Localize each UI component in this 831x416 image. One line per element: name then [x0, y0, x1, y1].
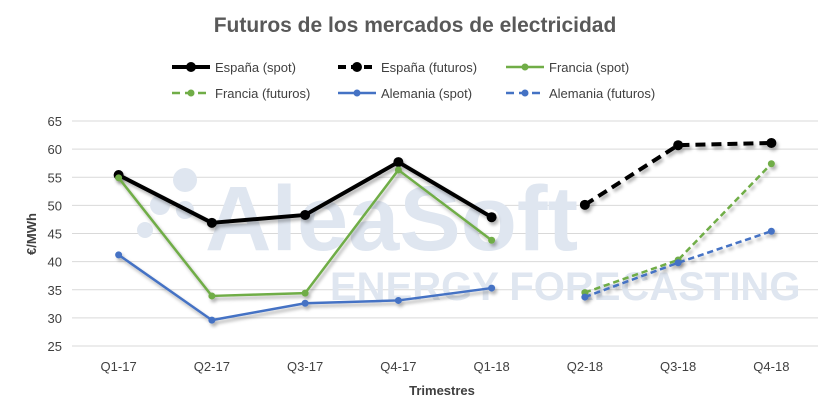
data-point	[766, 137, 777, 148]
x-axis-ticks: Q1-17 Q2-17 Q3-17 Q4-17 Q1-18 Q2-18 Q3-18 Q4-18	[101, 359, 790, 374]
gridlines	[72, 120, 818, 347]
legend-item: España (spot)	[172, 60, 296, 75]
legend-item: Francia (spot)	[506, 60, 629, 75]
data-point	[394, 296, 402, 304]
data-point	[208, 292, 216, 300]
legend-item: Francia (futuros)	[172, 86, 310, 101]
y-tick-label: 40	[48, 255, 62, 270]
chart-title: Futuros de los mercados de electricidad	[214, 14, 617, 37]
data-point	[581, 293, 589, 301]
data-point	[300, 209, 311, 220]
data-point	[767, 160, 775, 168]
x-tick-label: Q3-18	[660, 359, 696, 374]
data-point	[206, 217, 217, 228]
legend-label: Alemania (futuros)	[549, 86, 655, 101]
legend-marker	[186, 62, 196, 72]
y-tick-label: 60	[48, 142, 62, 157]
data-point	[301, 289, 309, 297]
data-point	[115, 251, 123, 259]
data-point	[301, 299, 309, 307]
series-españa-futuros-	[579, 137, 777, 210]
y-tick-label: 65	[48, 114, 62, 129]
legend-marker	[521, 63, 529, 71]
legend-item: España (futuros)	[338, 60, 477, 75]
legend-marker	[187, 89, 195, 97]
legend-marker	[353, 89, 361, 97]
x-tick-label: Q4-18	[753, 359, 789, 374]
legend-label: España (spot)	[215, 60, 296, 75]
x-tick-label: Q4-17	[380, 359, 416, 374]
legend-label: Francia (futuros)	[215, 86, 310, 101]
data-point	[674, 259, 682, 267]
legend-label: Alemania (spot)	[381, 86, 472, 101]
legend-label: Francia (spot)	[549, 60, 629, 75]
x-tick-label: Q1-17	[101, 359, 137, 374]
y-tick-label: 55	[48, 170, 62, 185]
data-point	[394, 166, 402, 174]
legend-marker	[352, 62, 362, 72]
series-francia-spot-	[115, 166, 496, 300]
y-tick-label: 25	[48, 339, 62, 354]
series-group	[113, 137, 777, 324]
y-axis-ticks: 25 30 35 40 45 50 55 60 65	[48, 114, 62, 354]
y-tick-label: 35	[48, 283, 62, 298]
series-españa-spot-	[113, 157, 497, 228]
data-point	[486, 212, 497, 223]
y-tick-label: 50	[48, 198, 62, 213]
legend-marker	[521, 89, 529, 97]
watermark: AleaSoft ENERGY FORECASTING	[137, 168, 800, 309]
legend-label: España (futuros)	[381, 60, 477, 75]
x-tick-label: Q2-18	[567, 359, 603, 374]
data-point	[393, 157, 404, 168]
legend-item: Alemania (futuros)	[506, 86, 655, 101]
data-point	[579, 199, 590, 210]
series-line	[583, 140, 772, 207]
series-alemania-spot-	[115, 251, 496, 324]
legend-item: Alemania (spot)	[338, 86, 472, 101]
x-tick-label: Q3-17	[287, 359, 323, 374]
x-tick-label: Q2-17	[194, 359, 230, 374]
y-tick-label: 45	[48, 227, 62, 242]
legend: España (spot) España (futuros) Francia (sp…	[172, 60, 655, 101]
series-line	[584, 230, 772, 299]
y-axis-label: €/MWh	[24, 213, 39, 255]
data-point	[673, 140, 684, 151]
data-point	[488, 284, 496, 292]
y-tick-label: 30	[48, 311, 62, 326]
data-point	[208, 316, 216, 324]
x-tick-label: Q1-18	[474, 359, 510, 374]
series-line	[584, 162, 773, 294]
watermark-tagline: ENERGY FORECASTING	[330, 265, 800, 309]
x-axis-label: Trimestres	[409, 383, 475, 398]
data-point	[488, 236, 496, 244]
data-point	[115, 174, 123, 182]
series-alemania-futuros-	[581, 227, 775, 301]
data-point	[767, 227, 775, 235]
